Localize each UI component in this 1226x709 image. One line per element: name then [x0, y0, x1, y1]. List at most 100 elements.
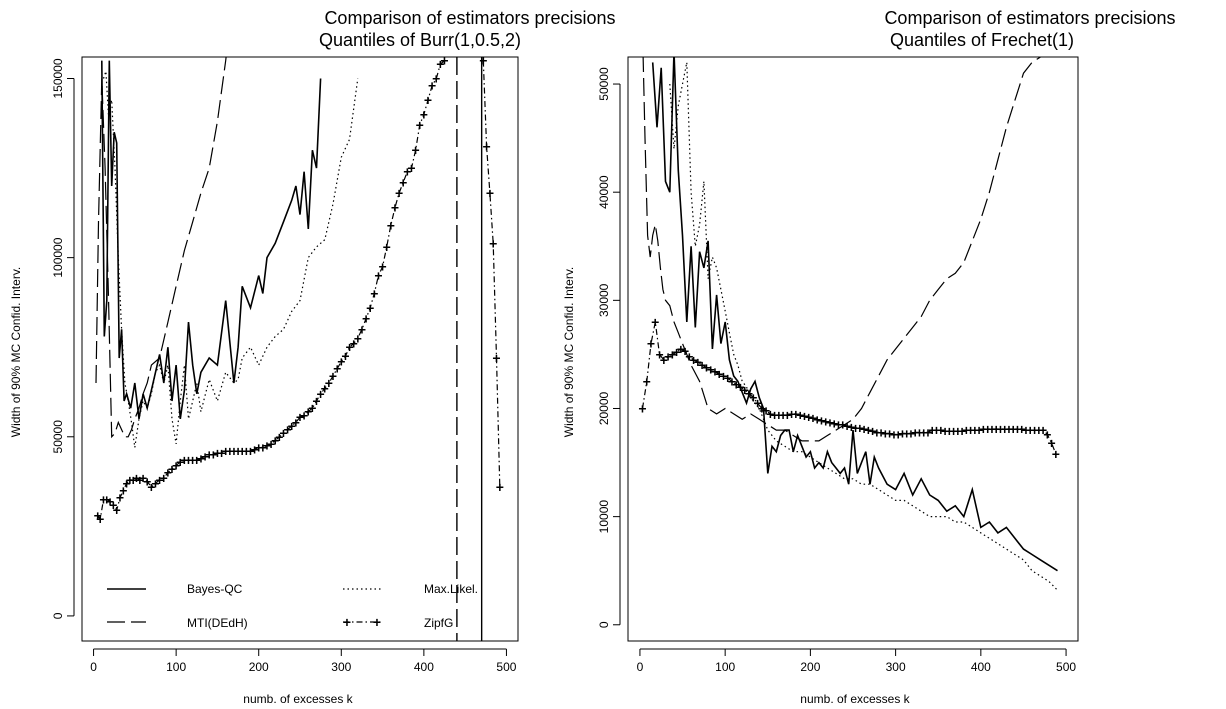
series-point-zipfg: +: [180, 452, 188, 468]
x-tick-label: 500: [1056, 660, 1076, 674]
series-point-zipfg: +: [271, 432, 279, 448]
series-point-zipfg: +: [1018, 421, 1026, 437]
x-axis-label: numb. of excesses k: [243, 692, 353, 706]
series-point-zipfg: +: [230, 443, 238, 459]
chart-subtitle: Quantiles of Frechet(1): [890, 30, 1074, 50]
series-point-zipfg: +: [813, 411, 821, 427]
series-point-zipfg: +: [176, 454, 184, 470]
series-point-zipfg: +: [655, 346, 663, 362]
series-point-zipfg: +: [920, 424, 928, 440]
series-point-zipfg: +: [387, 217, 395, 233]
series-point-zipfg: +: [762, 403, 770, 419]
series-point-zipfg: +: [255, 440, 263, 456]
series-point-zipfg: +: [856, 420, 864, 436]
series-line-mti-dedh: [642, 57, 1042, 442]
series-point-zipfg: +: [370, 285, 378, 301]
series-point-zipfg: +: [96, 511, 104, 527]
x-tick-label: 400: [971, 660, 991, 674]
series-point-zipfg: +: [830, 416, 838, 432]
series-point-zipfg: +: [971, 422, 979, 438]
series-point-zipfg: +: [907, 425, 915, 441]
series-point-zipfg: +: [873, 424, 881, 440]
series-point-zipfg: +: [403, 164, 411, 180]
series-point-zipfg: +: [300, 407, 308, 423]
series-point-zipfg: +: [941, 423, 949, 439]
series-point-zipfg: +: [796, 407, 804, 423]
series-point-zipfg: +: [109, 497, 117, 513]
series-point-zipfg: +: [847, 419, 855, 435]
series-point-zipfg: +: [984, 421, 992, 437]
series-point-zipfg: +: [222, 443, 230, 459]
series-point-zipfg: +: [928, 422, 936, 438]
chart-panel-frechet: Comparison of estimators precisions Quan…: [562, 8, 1176, 706]
series-point-zipfg: +: [116, 490, 124, 506]
series-point-zipfg: +: [374, 268, 382, 284]
series-point-zipfg: +: [915, 424, 923, 440]
series-point-zipfg: +: [308, 400, 316, 416]
series-point-zipfg: +: [690, 352, 698, 368]
series-point-zipfg: +: [428, 78, 436, 94]
series-point-zipfg: +: [391, 199, 399, 215]
series-point-zipfg: +: [1022, 422, 1030, 438]
series-point-zipfg: +: [668, 346, 676, 362]
series-point-zipfg: +: [677, 341, 685, 357]
series-point-zipfg: +: [826, 415, 834, 431]
y-axis-label: Width of 90% MC Confid. Interv.: [562, 267, 576, 438]
series-point-zipfg: +: [890, 426, 898, 442]
series-point-zipfg: +: [279, 425, 287, 441]
series-point-zipfg: +: [1026, 422, 1034, 438]
legend-marker-zipfg-2: +: [373, 614, 381, 630]
chart-panel-burr: Comparison of estimators precisions Quan…: [9, 8, 616, 706]
series-point-zipfg: +: [139, 470, 147, 486]
y-tick-label: 50000: [597, 67, 611, 101]
series-point-zipfg: +: [226, 443, 234, 459]
series-line-max-likel: [669, 62, 1058, 591]
series-point-zipfg: +: [296, 409, 304, 425]
series-point-zipfg: +: [843, 418, 851, 434]
y-tick-label: 100000: [51, 237, 65, 277]
series-point-zipfg: +: [156, 472, 164, 488]
series-point-zipfg: +: [967, 422, 975, 438]
series-point-zipfg: +: [205, 447, 213, 463]
legend: Bayes-QC Max.Likel. MTI(DEdH) + + ZipfG: [107, 582, 478, 630]
series-point-zipfg: +: [949, 423, 957, 439]
series-point-zipfg: +: [242, 443, 250, 459]
y-tick-label: 10000: [597, 500, 611, 534]
series-point-zipfg: +: [337, 354, 345, 370]
series-point-zipfg: +: [822, 413, 830, 429]
series-point-zipfg: +: [911, 424, 919, 440]
series-point-zipfg: +: [698, 357, 706, 373]
series-point-zipfg: +: [345, 339, 353, 355]
series-point-zipfg-tail: +: [489, 235, 497, 251]
series-point-zipfg: +: [193, 452, 201, 468]
series-point-zipfg: +: [184, 452, 192, 468]
series-point-zipfg: +: [869, 423, 877, 439]
x-tick-label: 300: [331, 660, 351, 674]
series-point-zipfg: +: [860, 421, 868, 437]
series-point-zipfg: +: [937, 422, 945, 438]
series-point-zipfg: +: [325, 375, 333, 391]
series-point-zipfg: +: [129, 472, 137, 488]
series-point-zipfg: +: [164, 465, 172, 481]
series-line-zipfg: [97, 60, 445, 521]
series-point-zipfg: +: [711, 364, 719, 380]
series-point-zipfg: +: [136, 472, 144, 488]
series-point-zipfg: +: [267, 436, 275, 452]
series-point-zipfg: +: [702, 359, 710, 375]
series-point-zipfg: +: [886, 425, 894, 441]
series-point-zipfg: +: [988, 421, 996, 437]
series-point-zipfg: +: [851, 420, 859, 436]
series-point-zipfg: +: [246, 443, 254, 459]
y-tick-label: 150000: [51, 58, 65, 98]
chart-subtitle: Quantiles of Burr(1,0.5,2): [319, 30, 521, 50]
series-point-zipfg: +: [834, 417, 842, 433]
series-line-bayes-qc: [651, 57, 1058, 572]
series-point-zipfg-tail: +: [496, 479, 504, 495]
series-point-zipfg: +: [354, 330, 362, 346]
series-point-zipfg: +: [106, 493, 114, 509]
series-point-zipfg: +: [440, 53, 448, 69]
x-tick-label: 0: [637, 660, 644, 674]
series-layer: ++++++++++++++++++++++++++++++++++++++++…: [638, 57, 1060, 591]
chart-title: Comparison of estimators precisions: [324, 8, 615, 28]
series-point-zipfg: +: [932, 422, 940, 438]
